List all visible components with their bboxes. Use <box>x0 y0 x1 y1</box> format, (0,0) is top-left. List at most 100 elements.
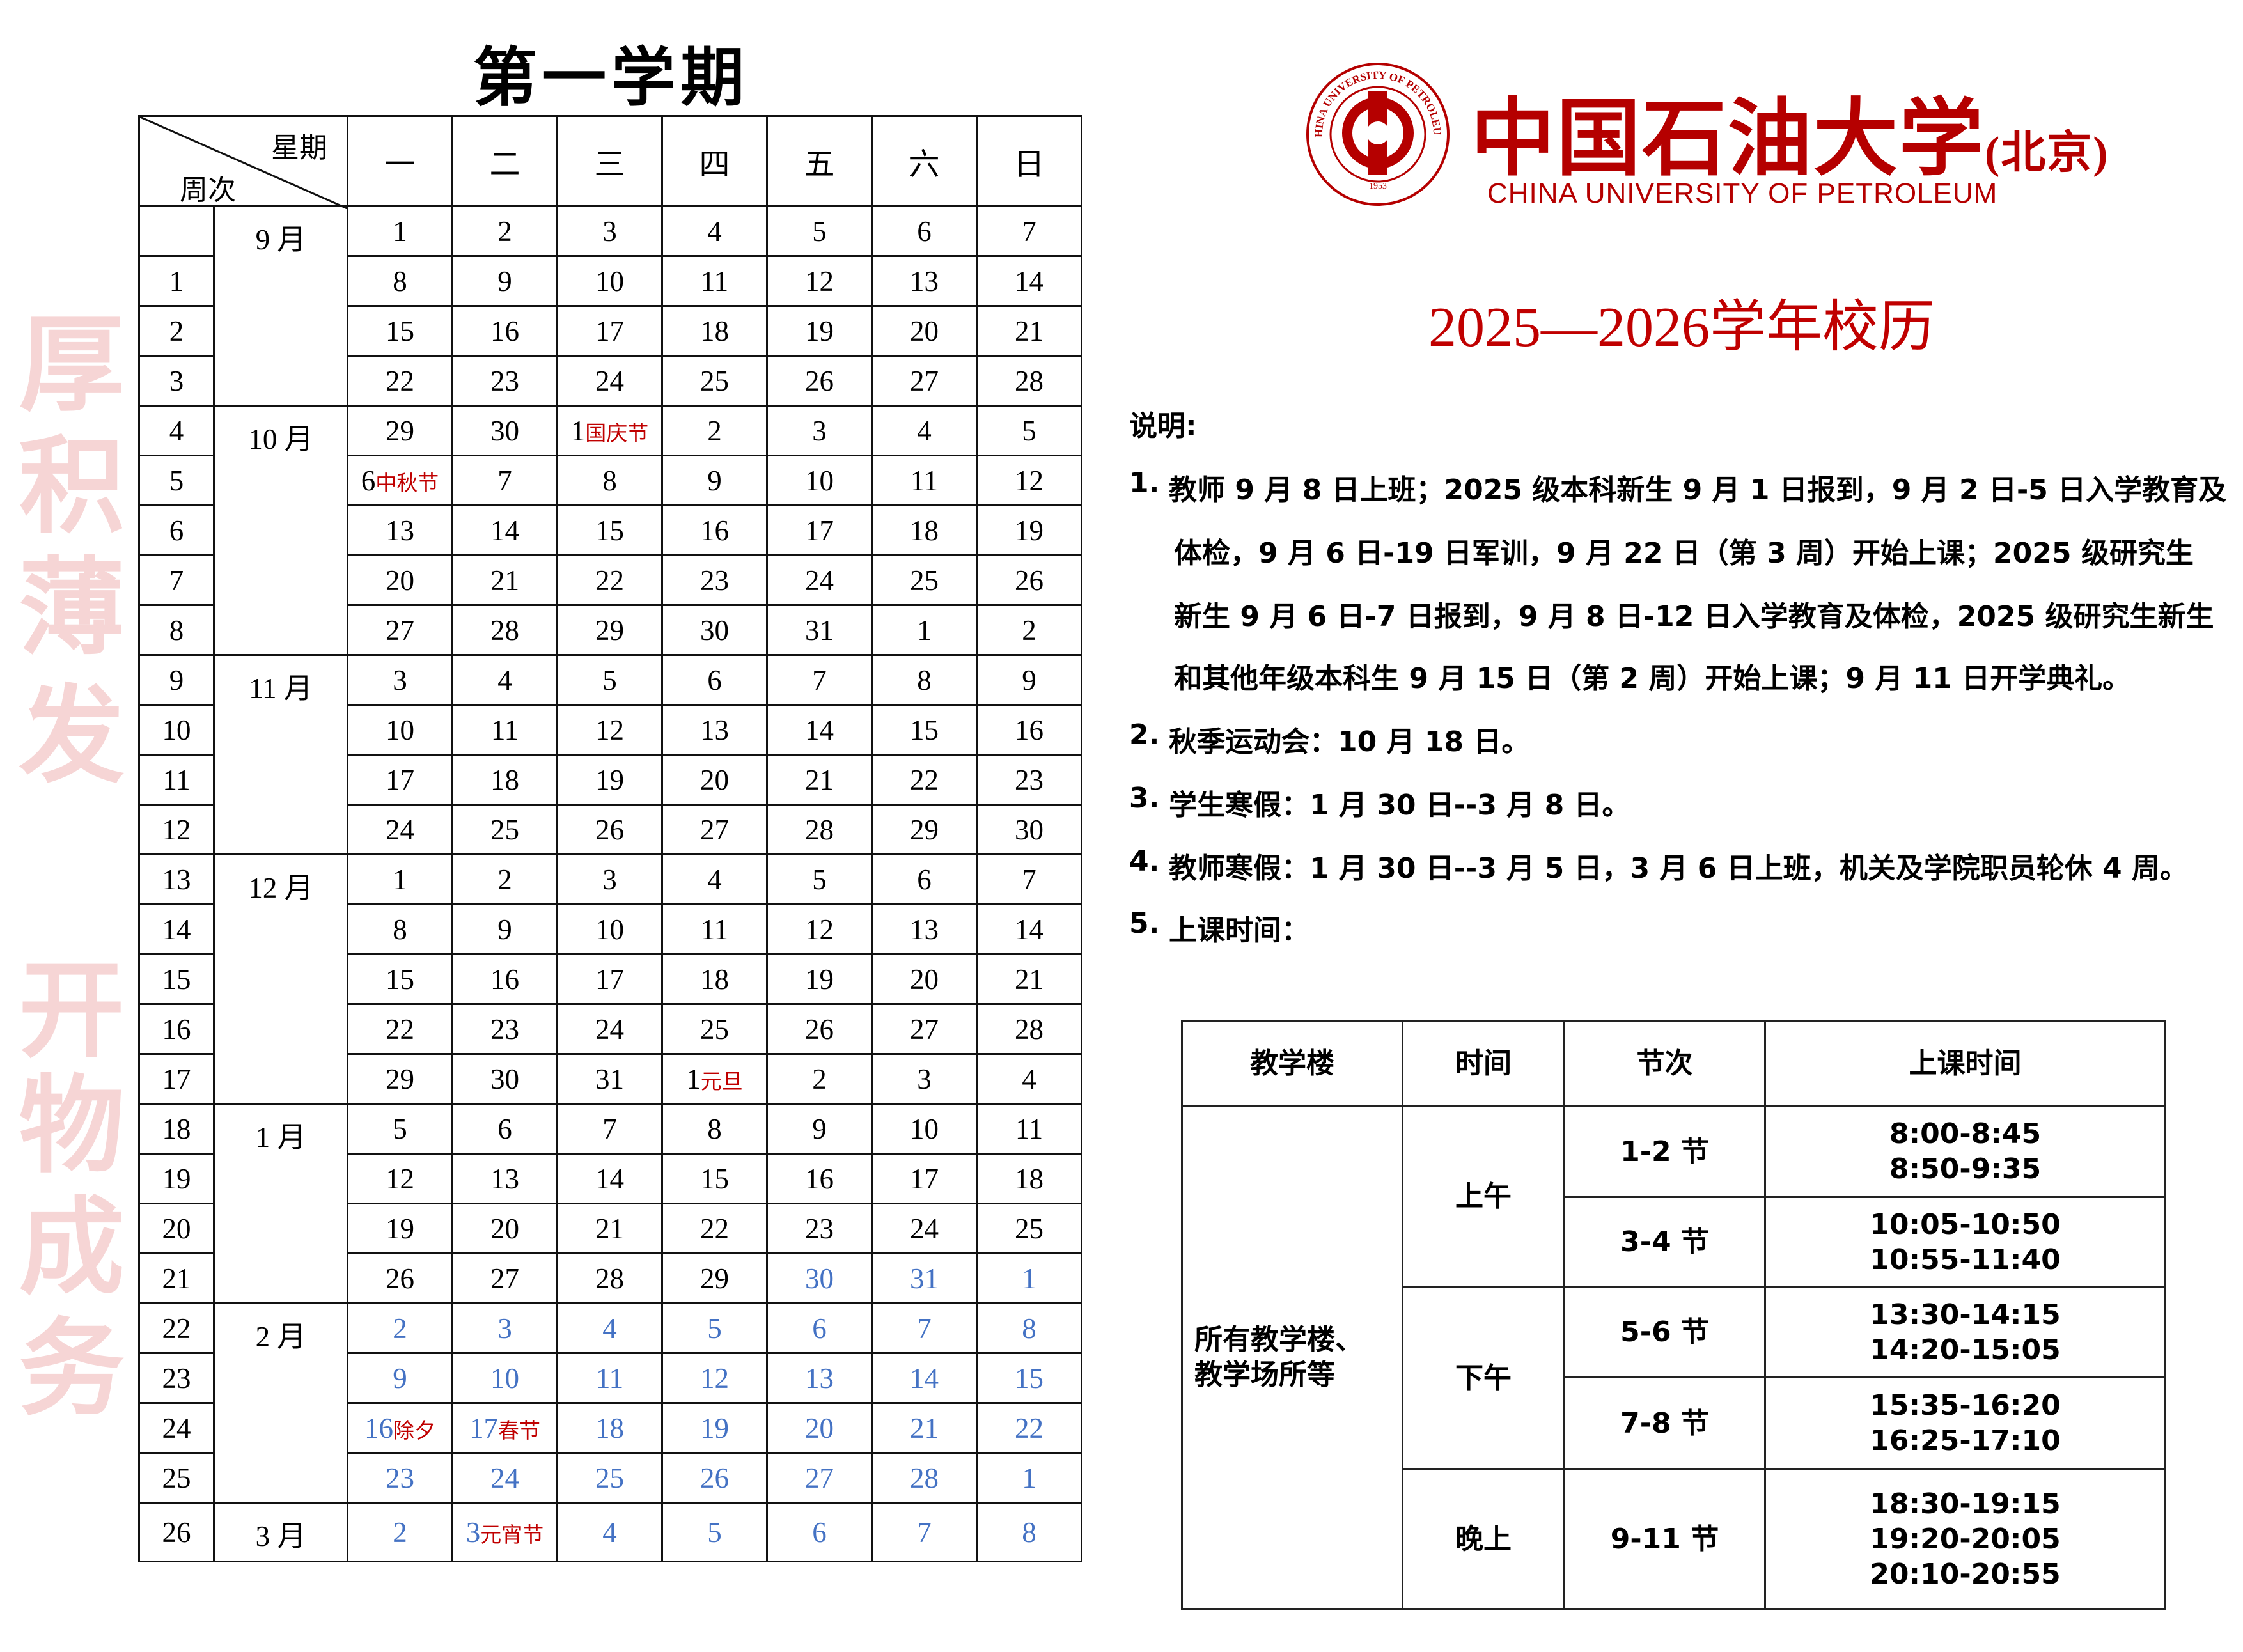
day-number: 11 <box>1015 1112 1043 1145</box>
weekday-header: 三 <box>556 115 663 207</box>
day-number: 29 <box>700 1262 729 1295</box>
day-number: 30 <box>1015 813 1043 846</box>
day-number: 11 <box>700 913 729 946</box>
day-number: 2 <box>497 215 512 247</box>
section-label: 5-6 节 <box>1563 1286 1766 1378</box>
class-time: 14:20-15:05 <box>1870 1333 2061 1366</box>
day-cell: 6 <box>766 1302 873 1354</box>
semester-calendar-table: 星期 周次一二三四五六日 9 月 1 2 3 4 5 6 7 1 8 9 10 11 12 13 14 2 15 16 1… <box>138 115 1082 1562</box>
day-number: 4 <box>1022 1063 1036 1095</box>
day-cell: 2 <box>347 1302 453 1354</box>
day-number: 28 <box>1015 1013 1043 1045</box>
day-cell: 3 <box>451 1302 558 1354</box>
week-number: 19 <box>138 1153 215 1204</box>
day-cell: 18 <box>661 305 768 357</box>
day-cell: 6 <box>451 1103 558 1155</box>
week-number: 21 <box>138 1252 215 1304</box>
day-number: 13 <box>490 1162 519 1195</box>
day-number: 10 <box>386 713 414 746</box>
day-number: 8 <box>1022 1312 1036 1344</box>
day-cell: 8 <box>661 1103 768 1155</box>
day-number: 30 <box>805 1262 834 1295</box>
day-number: 5 <box>1022 414 1036 447</box>
day-number: 1 <box>393 863 407 896</box>
day-cell: 16 <box>976 704 1082 756</box>
month-label: 11 月 <box>213 654 348 855</box>
schedule-header: 时间 <box>1402 1020 1565 1107</box>
day-number: 5 <box>707 1516 722 1548</box>
day-cell: 24 <box>556 1003 663 1055</box>
day-number: 10 <box>595 265 624 297</box>
university-seal-logo: CHINA UNIVERSITY OF PETROLEUM 1953 <box>1304 61 1450 206</box>
day-cell: 11 <box>556 1352 663 1404</box>
day-number: 10 <box>595 913 624 946</box>
week-row: 5 6中秋节 7 8 9 10 11 12 <box>138 455 1082 506</box>
day-cell: 15 <box>661 1153 768 1204</box>
weekday-axis-label: 星期 <box>271 132 327 164</box>
week-axis-label: 周次 <box>180 175 236 206</box>
note-number: 2. <box>1129 719 1160 751</box>
class-time: 10:55-11:40 <box>1870 1243 2061 1276</box>
day-cell: 8 <box>871 654 978 706</box>
day-number: 1 <box>917 614 932 646</box>
day-number: 3 <box>602 863 617 896</box>
day-number: 10 <box>490 1362 519 1394</box>
day-cell: 7 <box>766 654 873 706</box>
week-row: 10 10 11 12 13 14 15 16 <box>138 704 1082 756</box>
day-cell: 4 <box>871 405 978 456</box>
day-cell: 1国庆节 <box>556 405 663 456</box>
day-number: 29 <box>910 813 939 846</box>
day-number: 23 <box>490 1013 519 1045</box>
day-cell: 1元旦 <box>661 1053 768 1105</box>
day-cell: 16除夕 <box>347 1402 453 1454</box>
day-number: 26 <box>805 1013 834 1045</box>
day-cell: 9 <box>451 255 558 307</box>
day-cell: 10 <box>451 1352 558 1404</box>
week-row: 17 29 30 31 1元旦 2 3 4 <box>138 1053 1082 1105</box>
day-cell: 11 <box>976 1103 1082 1155</box>
day-number: 30 <box>700 614 729 646</box>
day-number: 7 <box>917 1516 932 1548</box>
day-cell: 6 <box>661 654 768 706</box>
day-number: 26 <box>1015 564 1043 596</box>
day-cell: 17 <box>871 1153 978 1204</box>
day-cell: 18 <box>451 754 558 806</box>
week-number: 7 <box>138 554 215 606</box>
day-number: 5 <box>812 215 827 247</box>
holiday-label: 国庆节 <box>585 422 649 446</box>
note-text: 教师寒假：1 月 30 日--3 月 5 日，3 月 6 日上班，机关及学院职员… <box>1169 852 2188 885</box>
day-cell: 15 <box>556 504 663 556</box>
week-number: 16 <box>138 1003 215 1055</box>
day-number: 28 <box>490 614 519 646</box>
week-number: 11 <box>138 754 215 806</box>
day-cell: 26 <box>556 804 663 855</box>
day-number: 30 <box>490 414 519 447</box>
day-cell: 29 <box>556 604 663 656</box>
weekday-header: 日 <box>976 115 1082 207</box>
day-cell: 13 <box>871 903 978 955</box>
day-number: 1 <box>1022 1262 1036 1295</box>
note-text: 学生寒假：1 月 30 日--3 月 8 日。 <box>1169 789 1630 822</box>
week-number: 22 <box>138 1302 215 1354</box>
day-number: 6 <box>917 863 932 896</box>
day-number: 10 <box>805 464 834 497</box>
day-number: 6 <box>812 1516 827 1548</box>
day-number: 16 <box>490 963 519 995</box>
day-number: 18 <box>490 763 519 796</box>
watermark-char: 发 <box>19 678 125 795</box>
day-number: 26 <box>805 364 834 397</box>
day-number: 21 <box>805 763 834 796</box>
day-cell: 23 <box>347 1452 453 1504</box>
week-row: 14 8 9 10 11 12 13 14 <box>138 903 1082 955</box>
day-number: 24 <box>490 1461 519 1494</box>
day-number: 28 <box>910 1461 939 1494</box>
day-cell: 19 <box>347 1203 453 1254</box>
day-number: 23 <box>490 364 519 397</box>
day-number: 25 <box>700 1013 729 1045</box>
holiday-label: 元宵节 <box>480 1523 544 1547</box>
watermark-char: 成 <box>19 1190 125 1307</box>
day-cell: 16 <box>451 953 558 1005</box>
watermark-char: 薄 <box>19 550 125 667</box>
day-number: 29 <box>386 1063 414 1095</box>
day-number: 25 <box>700 364 729 397</box>
